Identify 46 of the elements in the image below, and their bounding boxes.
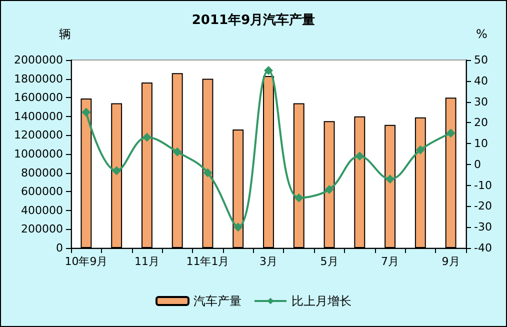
x-tick-label: 10年9月 bbox=[64, 255, 108, 268]
x-tick-label: 11年1月 bbox=[186, 255, 230, 268]
y-tick-label: 1400000 bbox=[14, 110, 63, 123]
y-tick-label: 400000 bbox=[21, 204, 63, 217]
y-axis-title: 辆 bbox=[59, 27, 71, 41]
y-tick-label: 600000 bbox=[21, 185, 63, 198]
y-tick-label: 2000000 bbox=[14, 54, 63, 66]
x-tick-label: 5月 bbox=[320, 255, 338, 268]
point bbox=[82, 108, 91, 117]
y2-tick-label: 30 bbox=[474, 95, 488, 108]
y-tick-label: 1200000 bbox=[14, 128, 63, 142]
y-tick-label: 1000000 bbox=[14, 148, 63, 160]
point bbox=[203, 168, 212, 178]
legend-label: 汽车产量 bbox=[194, 294, 242, 308]
chart-title: 2011年9月汽车产量 bbox=[192, 12, 316, 28]
y2-tick-label: 10 bbox=[474, 137, 488, 150]
y2-tick-label: -40 bbox=[474, 242, 492, 254]
point bbox=[234, 222, 243, 232]
y2-tick-label: 40 bbox=[474, 74, 488, 88]
point bbox=[112, 166, 122, 176]
point bbox=[386, 174, 395, 184]
x-tick-label: 9月 bbox=[442, 255, 460, 268]
point bbox=[446, 128, 456, 138]
point bbox=[355, 152, 364, 161]
x-tick-label: 3月 bbox=[260, 255, 278, 268]
point bbox=[264, 66, 273, 75]
y-tick-label: 800000 bbox=[21, 166, 63, 180]
point bbox=[172, 147, 182, 156]
legend-label: 比上月增长 bbox=[292, 294, 352, 308]
x-tick-label: 7月 bbox=[381, 255, 400, 268]
y-tick-label: 1600000 bbox=[14, 91, 63, 104]
y2-tick-label: -20 bbox=[474, 200, 492, 213]
y-tick-label: 0 bbox=[56, 242, 63, 254]
point bbox=[324, 185, 334, 194]
y-tick-label: 1800000 bbox=[14, 72, 63, 86]
point bbox=[416, 145, 425, 154]
point bbox=[142, 132, 152, 142]
y2-axis-title: % bbox=[476, 27, 488, 41]
y2-tick-label: 0 bbox=[474, 158, 481, 171]
point bbox=[294, 193, 304, 202]
y2-tick-label: -30 bbox=[474, 220, 492, 234]
y-tick-label: 200000 bbox=[21, 222, 63, 236]
x-tick-label: 11月 bbox=[134, 255, 160, 268]
y2-tick-label: 20 bbox=[474, 116, 488, 130]
y2-tick-label: -10 bbox=[474, 178, 492, 192]
y2-tick-label: 50 bbox=[474, 54, 488, 66]
